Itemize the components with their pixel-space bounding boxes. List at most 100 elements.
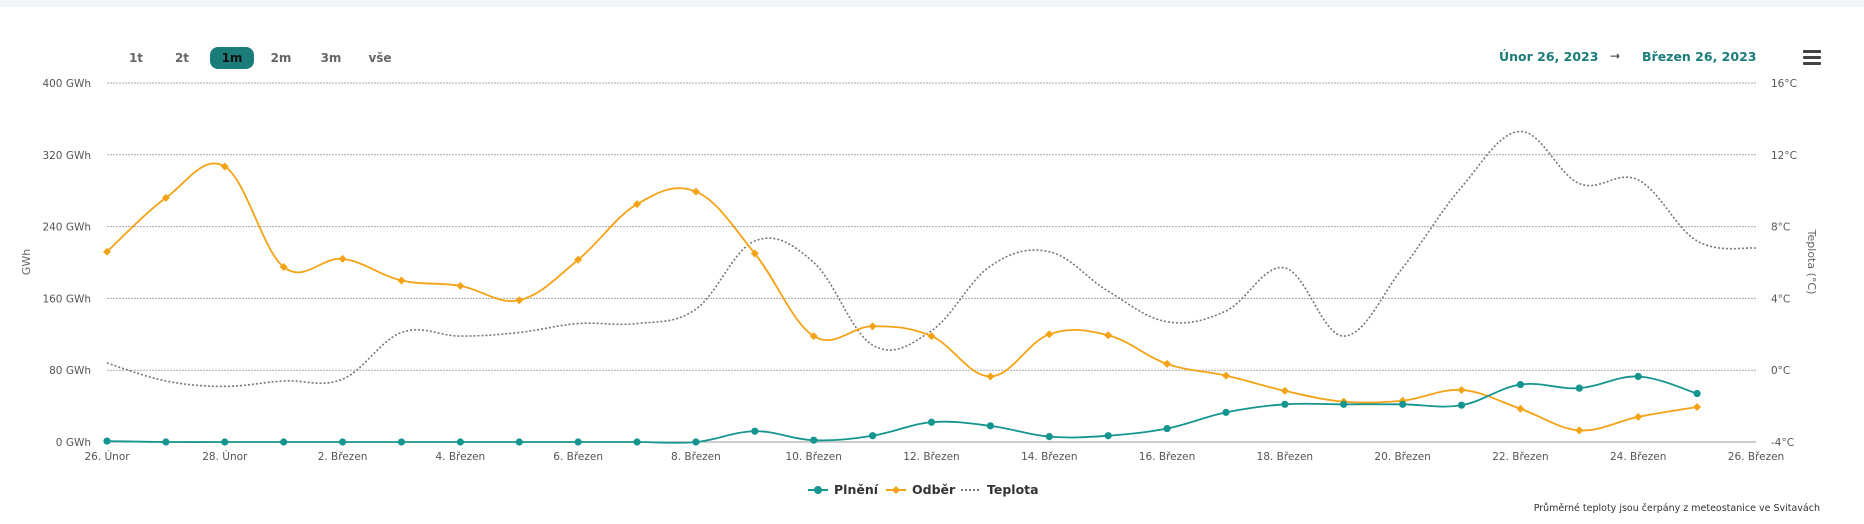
data-point-plnění — [633, 438, 641, 446]
data-point-odběr — [338, 254, 347, 263]
data-point-odběr — [1693, 402, 1702, 411]
data-point-odběr — [927, 332, 936, 341]
data-point-odběr — [1280, 386, 1289, 395]
x-tick-label: 18. Březen — [1257, 451, 1313, 463]
range-button-1m[interactable]: 1m — [210, 47, 254, 69]
data-point-odběr — [868, 322, 877, 331]
x-tick-label: 22. Březen — [1492, 451, 1548, 463]
date-to[interactable]: Březen 26, 2023 — [1642, 49, 1757, 64]
data-point-plnění — [162, 438, 170, 446]
x-tick-label: 12. Březen — [903, 451, 959, 463]
x-tick-label: 4. Březen — [435, 451, 485, 463]
data-point-odběr — [809, 332, 818, 341]
data-point-plnění — [1045, 433, 1053, 441]
y-right-axis-title: Teplota (°C) — [1805, 229, 1818, 295]
x-tick-label: 26. Březen — [1728, 451, 1784, 463]
data-point-plnění — [1693, 389, 1701, 398]
data-point-odběr — [161, 193, 170, 202]
data-point-odběr — [1221, 371, 1230, 380]
footnote: Průměrné teploty jsou čerpány z meteosta… — [1533, 503, 1820, 514]
y-right-tick-label: 8°C — [1771, 222, 1790, 234]
x-tick-label: 2. Březen — [318, 451, 368, 463]
data-point-odběr — [1163, 359, 1172, 368]
data-point-odběr — [103, 247, 111, 256]
data-point-odběr — [456, 281, 465, 290]
x-tick-label: 20. Březen — [1374, 451, 1430, 463]
data-point-plnění — [927, 418, 936, 426]
legend-label: Plnění — [834, 482, 879, 497]
range-button-3m[interactable]: 3m — [320, 51, 342, 65]
data-point-odběr — [1575, 426, 1584, 435]
date-arrow: → — [1610, 49, 1621, 63]
data-point-plnění — [456, 438, 464, 446]
range-button-2t[interactable]: 2t — [174, 51, 190, 65]
data-point-plnění — [1222, 408, 1230, 416]
data-point-odběr — [691, 187, 700, 196]
y-right-tick-label: 4°C — [1771, 293, 1790, 305]
y-left-tick-label: 400 GWh — [42, 78, 91, 90]
data-point-plnění — [397, 438, 406, 446]
x-tick-label: 8. Březen — [671, 451, 721, 463]
y-left-tick-label: 320 GWh — [42, 150, 91, 162]
data-point-plnění — [1340, 400, 1348, 408]
series-line-plnění — [106, 375, 1698, 444]
x-tick-label: 10. Březen — [786, 451, 842, 463]
data-point-odběr — [750, 249, 759, 258]
hamburger-menu-icon[interactable] — [1803, 50, 1821, 66]
data-point-plnění — [1634, 372, 1642, 381]
range-button-2m[interactable]: 2m — [270, 51, 292, 65]
x-tick-label: 26. Únor — [84, 450, 130, 463]
y-right-tick-label: 12°C — [1771, 150, 1797, 162]
legend-teplota-marker-icon — [961, 489, 981, 491]
data-point-plnění — [221, 438, 229, 446]
legend-odber-marker-icon — [886, 486, 906, 494]
y-right-tick-label: 0°C — [1771, 365, 1790, 377]
legend-label: Teplota — [987, 482, 1039, 497]
x-tick-label: 6. Březen — [553, 451, 603, 463]
data-point-odběr — [1045, 330, 1054, 339]
x-tick-label: 24. Březen — [1610, 451, 1666, 463]
data-point-plnění — [1281, 400, 1289, 408]
y-left-tick-label: 240 GWh — [42, 222, 91, 234]
legend-plneni-marker-icon — [808, 486, 828, 494]
chart-card — [0, 7, 1864, 524]
y-left-tick-label: 160 GWh — [42, 293, 91, 305]
data-point-plnění — [751, 427, 759, 435]
data-point-odběr — [574, 255, 583, 264]
data-point-plnění — [1399, 400, 1407, 408]
x-tick-label: 14. Březen — [1021, 451, 1077, 463]
data-point-plnění — [869, 432, 877, 440]
range-button-vše[interactable]: vše — [368, 51, 392, 65]
data-point-plnění — [986, 422, 994, 430]
y-left-tick-label: 80 GWh — [49, 365, 91, 377]
data-point-odběr — [986, 372, 995, 381]
data-point-plnění — [1163, 424, 1171, 433]
range-button-1t[interactable]: 1t — [128, 51, 144, 65]
series-line-teplota — [106, 130, 1757, 388]
data-point-odběr — [220, 162, 229, 171]
data-point-odběr — [1516, 404, 1525, 413]
data-point-plnění — [103, 437, 111, 445]
data-point-odběr — [1104, 331, 1113, 340]
data-point-odběr — [633, 200, 642, 209]
data-point-plnění — [280, 438, 288, 446]
data-point-plnění — [1575, 384, 1583, 392]
date-from[interactable]: Únor 26, 2023 — [1499, 49, 1599, 64]
y-right-tick-label: 16°C — [1771, 78, 1797, 90]
data-point-plnění — [692, 438, 700, 446]
legend-label: Odběr — [912, 482, 956, 497]
data-point-plnění — [1104, 432, 1112, 440]
x-tick-label: 28. Únor — [202, 450, 248, 463]
data-point-odběr — [515, 296, 524, 305]
data-point-plnění — [515, 438, 523, 446]
y-left-axis-title: GWh — [20, 249, 33, 275]
data-point-odběr — [397, 276, 406, 285]
y-right-tick-label: -4°C — [1771, 437, 1794, 449]
data-point-plnění — [810, 436, 818, 444]
data-point-plnění — [1516, 380, 1525, 389]
data-point-plnění — [574, 438, 582, 446]
data-point-odběr — [279, 262, 288, 271]
x-tick-label: 16. Březen — [1139, 451, 1195, 463]
data-point-odběr — [1457, 385, 1466, 394]
